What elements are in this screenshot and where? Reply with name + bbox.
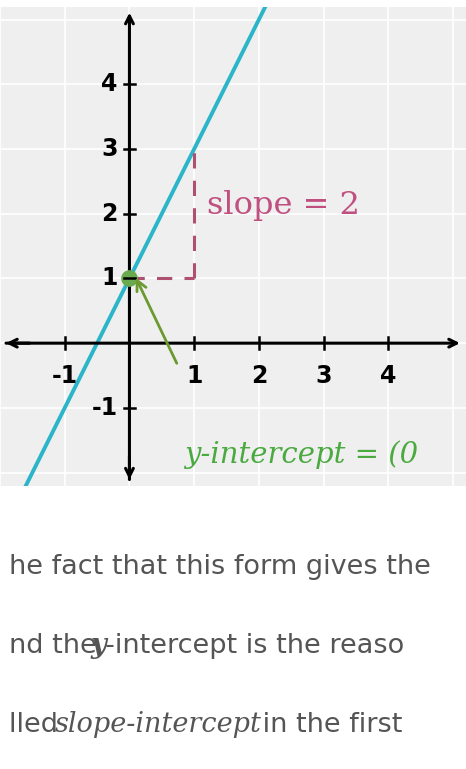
Text: 2: 2 [251,364,267,388]
Text: -1: -1 [52,364,78,388]
Text: 4: 4 [102,72,118,96]
Text: 1: 1 [186,364,202,388]
Text: 3: 3 [101,137,118,161]
Text: 2: 2 [102,201,118,226]
Text: y: y [91,632,107,660]
Text: he fact that this form gives the: he fact that this form gives the [9,554,431,581]
Text: slope = 2: slope = 2 [207,190,360,221]
Text: in the first: in the first [254,711,402,737]
Text: 4: 4 [380,364,397,388]
Text: nd the: nd the [9,633,106,659]
Text: y-intercept = (0: y-intercept = (0 [185,440,418,469]
Text: 3: 3 [315,364,332,388]
Text: -intercept is the reaso: -intercept is the reaso [105,633,404,659]
Text: slope-intercept: slope-intercept [55,711,262,738]
Text: -1: -1 [92,396,118,420]
Text: 1: 1 [102,266,118,291]
Text: lled: lled [9,711,67,737]
